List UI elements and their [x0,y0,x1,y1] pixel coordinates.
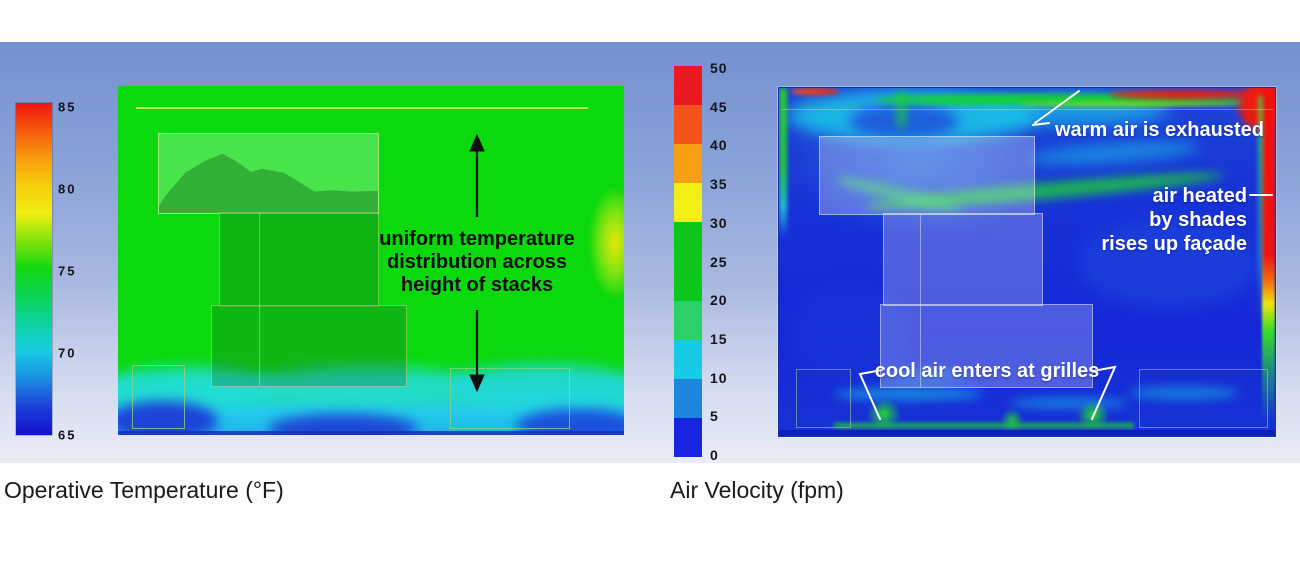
floor-zone-outline-right [450,368,570,429]
annotation-line: air heated [1152,185,1247,207]
colorbar-tick-label: 25 [710,253,728,270]
colorbar-tick-label: 15 [710,330,728,347]
exhaust-annotation: warm air is exhausted [1055,119,1264,141]
floor-zone-outline-left [132,365,185,429]
left-wall-stripe [779,88,787,238]
colorbar-tick-label: 0 [710,447,719,463]
colorbar-band [674,144,702,184]
annotation-leader-lines [858,90,1273,420]
grille-leader-line-left [858,369,883,420]
grille-annotation: cool air enters at grilles [874,360,1100,382]
floor-wisp [1009,398,1129,408]
stack-outline-top [819,136,1035,215]
floor-zone-outline-left [796,369,851,428]
colorbar-band [674,105,702,145]
exhaust-leader-line [1032,90,1080,126]
velocity-contour-panel: warm air is exhausted air heated by shad… [778,87,1276,437]
grille-floor-strip [834,423,1134,428]
facade-hot-stripe [1262,88,1275,436]
facade-warm-spot [590,189,624,297]
colorbar-tick-label: 30 [710,214,728,231]
colorbar-band [674,378,702,418]
colorbar-tick-label: 75 [58,263,77,279]
exhaust-yellow-fringe [1019,102,1259,106]
temperature-colorbar-ticks: 85 80 75 70 65 [58,100,98,443]
floor-edge-line [779,430,1275,436]
flow-region-light [789,288,909,378]
inlet-hot-spot [791,88,839,95]
floor-wisp [834,388,984,400]
colorbar-tick-label: 35 [710,176,728,193]
colorbar-band [674,417,702,457]
stack-outline-top [158,133,379,214]
stack-divider-line [920,214,921,305]
colorbar-band [674,261,702,301]
annotation-line: height of stacks [400,274,554,296]
temperature-contour-panel: uniform temperature distribution across … [118,86,624,435]
cool-floor-wave [258,366,478,402]
floor-edge-line [118,431,624,435]
stack-outline-middle [883,213,1043,306]
stack-height-arrow [469,133,485,393]
ceiling-line [136,107,588,109]
annotation-line: distribution across [386,251,568,273]
colorbar-tick-label: 70 [58,345,77,361]
uniform-temperature-annotation: uniform temperature distribution across … [352,228,602,297]
colorbar-tick-label: 65 [58,427,77,443]
cold-pocket [268,414,418,435]
stack-outline-bottom [211,305,407,387]
velocity-panel-caption: Air Velocity (fpm) [670,477,844,503]
temperature-colorbar [16,103,52,435]
cold-pocket [516,409,624,435]
grille-leader-line-right [1091,365,1117,420]
stack-exhaust-flow [895,88,908,130]
flow-region-light [1079,218,1259,308]
temperature-panel-caption: Operative Temperature (°F) [4,477,284,503]
colorbar-band [674,300,702,340]
annotation-line: by shades [1149,209,1247,231]
floor-wisp [1129,386,1239,400]
ceiling-line [781,109,1273,110]
stack-outline-middle [219,212,379,307]
cfd-figure-background: 85 80 75 70 65 [0,42,1300,463]
velocity-colorbar [674,66,702,457]
colorbar-tick-label: 40 [710,137,728,154]
colorbar-tick-label: 10 [710,369,728,386]
temperature-colorbar-gradient [16,103,52,435]
colorbar-tick-label: 5 [710,408,719,425]
colorbar-tick-label: 45 [710,98,728,115]
floor-zone-outline-right [1139,369,1268,428]
cold-pocket [118,401,218,435]
colorbar-tick-label: 80 [58,181,77,197]
stack-outline-bottom [880,304,1093,388]
colorbar-band [674,66,702,106]
grille-plume [1001,409,1023,431]
annotation-line: rises up façade [1101,233,1247,255]
stack-divider-line [259,213,260,306]
facade-stripe-green-edge [1258,96,1263,326]
floor-wisp [879,370,969,380]
stack-divider-line [259,306,260,386]
stack-divider-line [920,305,921,387]
colorbar-band [674,183,702,223]
velocity-colorbar-ticks: 50 45 40 35 30 25 20 15 10 5 0 [710,60,750,463]
colorbar-tick-label: 85 [58,99,77,115]
facade-annotation: air heated by shades rises up façade [1101,184,1247,256]
colorbar-tick-label: 20 [710,292,728,309]
annotation-line: uniform temperature [379,228,575,250]
colorbar-band [674,339,702,379]
exhaust-red-streak [1109,90,1259,99]
cool-floor-wave [118,367,278,407]
colorbar-tick-label: 50 [710,60,728,76]
colorbar-band [674,222,702,262]
